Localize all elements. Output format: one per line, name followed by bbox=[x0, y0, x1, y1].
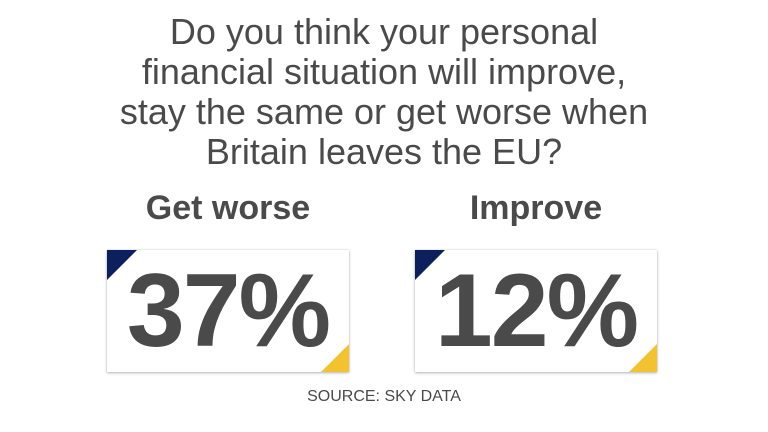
stat-card-get-worse: 37% bbox=[107, 250, 349, 372]
stat-value-get-worse: 37% bbox=[126, 253, 331, 369]
question-line-4: Britain leaves the EU? bbox=[205, 131, 563, 172]
stat-label-get-worse: Get worse bbox=[145, 189, 311, 227]
question-line-3: stay the same or get worse when bbox=[119, 91, 649, 132]
stat-improve: Improve 12% bbox=[411, 188, 661, 372]
question-title: Do you think your personal financial sit… bbox=[0, 12, 768, 172]
stat-card-improve: 12% bbox=[415, 250, 657, 372]
stat-get-worse: Get worse 37% bbox=[103, 188, 353, 372]
stat-value-improve: 12% bbox=[434, 253, 639, 369]
navy-corner-accent bbox=[415, 250, 445, 280]
yellow-corner-accent bbox=[629, 344, 657, 372]
question-line-1: Do you think your personal bbox=[169, 11, 599, 52]
navy-corner-accent bbox=[107, 250, 137, 280]
stat-label-improve: Improve bbox=[469, 189, 603, 227]
yellow-corner-accent bbox=[321, 344, 349, 372]
question-line-2: financial situation will improve, bbox=[141, 51, 627, 92]
source-note: SOURCE: SKY DATA bbox=[307, 388, 461, 405]
